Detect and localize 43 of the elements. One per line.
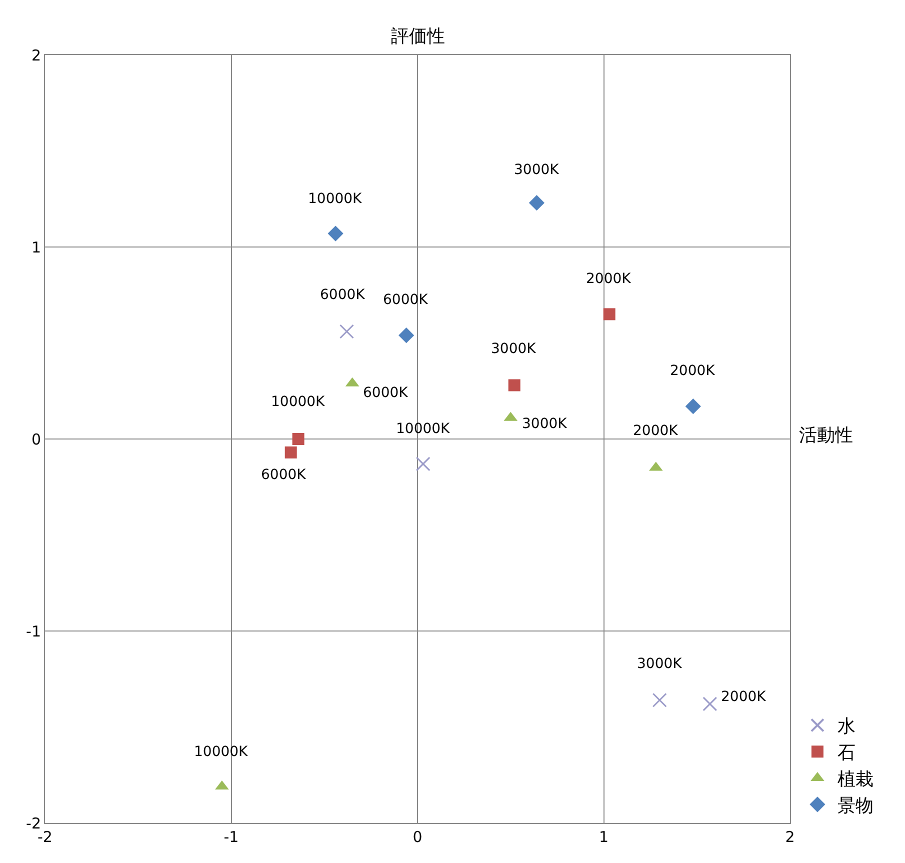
y-tick-label: -1 xyxy=(26,622,41,640)
annotation: 2000K xyxy=(721,689,767,705)
point xyxy=(702,696,718,712)
x-tick-label: 1 xyxy=(598,828,609,846)
y-tick-label: 2 xyxy=(31,46,41,64)
legend-label: 水 xyxy=(837,716,856,738)
y-tick-label: 0 xyxy=(31,430,41,448)
annotation: 3000K xyxy=(491,341,537,357)
point xyxy=(416,456,430,472)
point xyxy=(328,226,344,242)
x-tick-label: 2 xyxy=(785,828,795,846)
x-axis-title: 活動性 xyxy=(799,425,853,446)
annotation: 2000K xyxy=(670,363,716,379)
point xyxy=(284,446,297,458)
annotation: 2000K xyxy=(633,423,679,439)
annotation: 6000K xyxy=(363,385,409,401)
point xyxy=(508,379,520,392)
y-tick-label: -2 xyxy=(26,814,41,832)
x-tick-label: -1 xyxy=(224,828,239,846)
annotation: 3000K xyxy=(637,656,683,672)
annotation: 2000K xyxy=(586,271,632,287)
y-tick-label: 1 xyxy=(31,238,41,256)
annotation: 6000K xyxy=(320,287,366,303)
annotation: 6000K xyxy=(261,467,307,483)
annotation: 3000K xyxy=(514,162,560,178)
point xyxy=(652,692,667,708)
annotation: 10000K xyxy=(308,191,363,207)
point xyxy=(339,324,354,339)
legend-label: 石 xyxy=(837,742,856,764)
annotation: 10000K xyxy=(271,394,326,410)
annotation: 10000K xyxy=(396,421,451,437)
legend-label: 景物 xyxy=(837,795,874,816)
annotation: 3000K xyxy=(522,416,568,432)
annotation: 10000K xyxy=(194,744,249,760)
point xyxy=(528,195,544,211)
point xyxy=(292,433,304,445)
annotation: 6000K xyxy=(383,292,429,308)
point xyxy=(685,398,701,414)
point xyxy=(398,328,414,344)
y-axis-title: 評価性 xyxy=(391,26,445,47)
legend-label: 植栽 xyxy=(837,769,874,790)
point xyxy=(603,308,616,320)
x-tick-label: 0 xyxy=(412,828,422,846)
